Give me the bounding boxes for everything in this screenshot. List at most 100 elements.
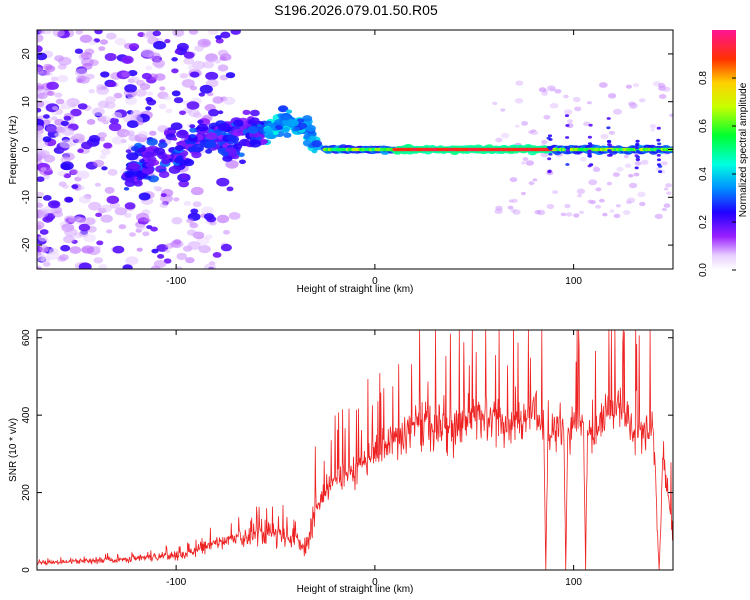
noise-blob [173,97,184,104]
noise-blob [215,35,222,40]
noise-blob [37,125,44,132]
signal-blob [221,151,230,157]
signal-blob [263,127,273,134]
noise-blob [55,98,65,105]
signal-blob [272,131,279,136]
noise-blob [178,180,190,188]
signal-blob [147,156,157,163]
spectrogram-x-tick-label: 0 [372,276,378,287]
signal-blob [139,159,146,163]
signal-blob [285,109,293,114]
noise-blob [217,64,229,72]
spectrogram-y-tick-label: 20 [21,48,32,60]
noise-blob [492,101,498,106]
signal-blob [205,132,218,140]
noise-blob [59,254,69,261]
streak-blob [635,158,641,161]
noise-blob [111,112,123,119]
noise-blob [628,182,638,189]
snr-x-tick-label: 100 [565,577,582,588]
noise-blob [128,70,138,77]
noise-blob [37,176,45,182]
noise-blob [124,202,136,210]
spectrogram-marks [37,30,673,269]
noise-blob [124,84,137,93]
noise-blob [78,262,92,269]
noise-blob [109,117,119,125]
noise-blob [632,83,640,88]
noise-blob [522,157,529,162]
streak-blob [565,163,570,166]
noise-blob [128,134,139,142]
noise-blob [121,55,134,64]
noise-blob [82,62,93,70]
noise-blob [629,104,637,109]
noise-blob [138,130,149,138]
noise-blob [112,245,125,254]
noise-blob [179,110,186,116]
streak-blob [656,138,661,142]
noise-blob [37,33,44,43]
noise-blob [76,75,87,83]
noise-blob [173,197,180,202]
streak-blob [565,151,570,155]
noise-blob [171,217,183,225]
noise-blob [639,201,646,207]
noise-blob [126,91,136,98]
streak-blob [658,165,663,168]
noise-blob [145,97,153,102]
noise-blob [52,106,59,111]
spectrogram-x-label: Height of straight line (km) [297,284,414,295]
signal-blob [311,140,323,148]
noise-blob [145,106,152,111]
noise-blob [159,86,166,91]
noise-blob [104,101,116,109]
noise-blob [661,161,668,166]
snr-x-label: Height of straight line (km) [297,584,414,595]
noise-blob [51,116,58,121]
noise-blob [107,81,117,88]
noise-blob [79,34,93,43]
streak-blob [588,123,593,127]
noise-blob [202,60,215,69]
noise-blob [37,118,45,128]
noise-blob [104,186,115,194]
noise-blob [164,39,171,44]
noise-blob [54,92,63,98]
noise-blob [98,115,111,124]
noise-blob [45,65,56,73]
spectrogram-y-tick-label: -10 [21,190,32,205]
signal-blob [123,187,130,191]
noise-blob [595,204,602,209]
noise-blob [108,122,122,132]
noise-blob [521,161,526,165]
noise-blob [103,142,113,149]
signal-blob [311,149,318,154]
noise-blob [563,94,569,99]
noise-blob [93,159,105,168]
noise-blob [541,91,548,96]
noise-blob [38,235,48,242]
noise-blob [153,259,167,269]
noise-blob [77,185,85,191]
streak-blob [587,142,593,146]
signal-blob [236,129,243,134]
noise-blob [106,195,120,204]
signal-blob [136,176,142,181]
noise-blob [223,230,230,235]
noise-blob [608,130,616,135]
noise-blob [77,103,88,110]
noise-blob [159,202,168,208]
noise-blob [104,53,117,61]
noise-blob [165,243,174,249]
noise-blob [186,218,194,224]
streak-blob [657,149,662,153]
noise-blob [96,240,104,246]
noise-blob [71,184,79,189]
noise-blob [495,137,503,143]
noise-blob [46,81,59,91]
snr-y-tick-label: 600 [21,329,32,346]
streak-blob [547,134,553,138]
noise-blob [185,257,195,264]
signal-blob [161,158,171,165]
